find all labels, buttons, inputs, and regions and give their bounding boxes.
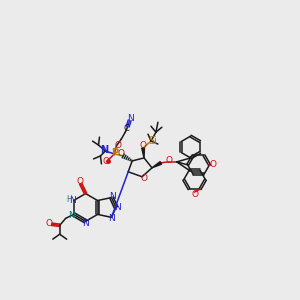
Text: N: N: [69, 196, 76, 205]
Text: O: O: [165, 156, 172, 165]
Polygon shape: [152, 162, 162, 168]
Text: H: H: [66, 195, 72, 204]
Text: N: N: [82, 219, 89, 228]
Text: N: N: [68, 211, 74, 220]
Text: O: O: [76, 177, 83, 186]
Text: N: N: [127, 114, 134, 123]
Polygon shape: [142, 148, 144, 158]
Text: O: O: [46, 219, 53, 228]
Text: O: O: [102, 158, 110, 166]
Text: P: P: [111, 148, 118, 158]
Text: C: C: [124, 124, 130, 133]
Text: O: O: [210, 160, 217, 169]
Text: O: O: [117, 149, 124, 158]
Text: O: O: [115, 140, 122, 149]
Text: N: N: [109, 192, 116, 201]
Text: O: O: [140, 174, 147, 183]
Text: N: N: [108, 214, 115, 224]
Text: O: O: [140, 141, 147, 150]
Text: N: N: [100, 145, 108, 155]
Text: Si: Si: [148, 136, 158, 146]
Text: N: N: [115, 203, 121, 212]
Text: O: O: [191, 190, 198, 199]
